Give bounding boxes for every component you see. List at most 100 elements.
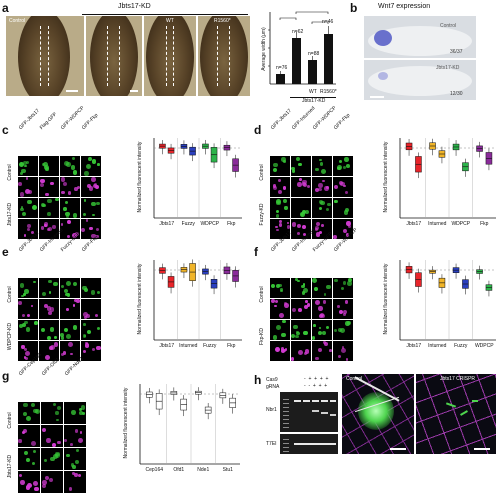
panel-a-xlabel-r1560: R1560*	[320, 89, 337, 95]
microscopy-tile	[333, 278, 353, 298]
embryo-label-r1560: R1560*	[214, 18, 231, 24]
panel-e-plot-group-label: Inturned	[179, 343, 198, 349]
microscopy-tile	[39, 341, 59, 361]
panel-c-col-label: GFP-Fkp	[80, 112, 100, 131]
panel-c-col-label: Flag-GFP	[38, 111, 59, 131]
microscopy-tile	[18, 448, 40, 470]
panel-a-ylabel: Average width (μm)	[261, 27, 267, 71]
wnt7-count-control: 36/37	[450, 49, 463, 55]
panel-f-plot-group-label: Fuzzy	[454, 343, 468, 349]
microscopy-tile	[60, 156, 80, 176]
microscopy-tile	[333, 156, 353, 176]
microscopy-tile	[312, 299, 332, 319]
crispr-label-control: Control	[346, 376, 363, 382]
microscopy-tile	[39, 299, 59, 319]
microscopy-tile	[81, 278, 101, 298]
microscopy-tile	[64, 402, 86, 424]
microscopy-tile	[64, 448, 86, 470]
embryo-image-wt: WT	[144, 16, 196, 96]
panel-g-box-plot	[139, 384, 240, 465]
panel-e-row-label: WDPCP-KD	[7, 322, 13, 351]
microscopy-tile	[291, 278, 311, 298]
panel-e-plot-group-label: Fkp	[227, 343, 236, 349]
gel-signs-grna: - - + + +	[304, 383, 328, 389]
panel-e-row-label: Control	[7, 286, 13, 303]
panel-c-plot-group-label: Fkp	[227, 221, 236, 227]
panel-g-row-label: Control	[7, 412, 13, 429]
panel-e-plot-group-label: Jbts17	[159, 343, 175, 349]
microscopy-tile	[39, 177, 59, 197]
bar-kd	[292, 38, 301, 84]
microscopy-tile	[41, 402, 63, 424]
panel-d-plot-group-label: WDPCP	[451, 221, 471, 227]
panel-f-row-label: Fkp-KD	[259, 328, 265, 345]
gel-label-grna: gRNA	[266, 384, 280, 390]
panel-b-title: Wnt7 expression	[378, 3, 431, 10]
embryo-label-wt: WT	[166, 18, 174, 24]
gel-nbr1	[280, 392, 338, 432]
crispr-image-kd: Jbts17 CRISPR	[416, 374, 496, 454]
panel-f-box-plot	[399, 260, 496, 341]
microscopy-tile	[18, 177, 38, 197]
microscopy-tile	[291, 299, 311, 319]
panel-d-box-plot	[399, 138, 496, 219]
microscopy-tile	[18, 219, 38, 239]
gel-label-cas9: Cas9	[266, 377, 278, 383]
panel-e-label: e	[2, 245, 9, 259]
wnt7-image-kd: Jbts17-KD 12/30	[364, 60, 476, 100]
panel-a-xlabel-wt: WT	[309, 89, 317, 95]
microscopy-tile	[81, 177, 101, 197]
panel-c-plot-group-label: WDPCP	[200, 221, 220, 227]
microscopy-tile	[81, 320, 101, 340]
microscopy-tile	[39, 320, 59, 340]
panel-d-row-label: Control	[259, 164, 265, 181]
microscopy-tile	[291, 177, 311, 197]
panel-a-label: a	[2, 1, 9, 15]
panel-f-plot-group-label: Jbts17	[406, 343, 422, 349]
microscopy-tile	[60, 299, 80, 319]
microscopy-tile	[312, 219, 332, 239]
microscopy-tile	[18, 320, 38, 340]
gel-signs-cas9: - + + + +	[304, 376, 329, 382]
microscopy-tile	[333, 219, 353, 239]
panel-a-title: Jbts17-KD	[118, 3, 151, 10]
panel-d-plot-group-label: Jbts17	[406, 221, 422, 227]
microscopy-tile	[333, 177, 353, 197]
panel-c-row-label: Control	[7, 164, 13, 181]
panel-d-label: d	[254, 123, 262, 137]
panel-e-plot-ylabel: Normalized fluorescent intensity	[137, 263, 143, 335]
microscopy-tile	[39, 278, 59, 298]
panel-c-plot-group-label: Fuzzy	[181, 221, 195, 227]
panel-f-plot-group-label: Inturned	[428, 343, 447, 349]
crispr-image-control: Control	[342, 374, 414, 454]
microscopy-tile	[270, 299, 290, 319]
microscopy-tile	[18, 471, 40, 493]
microscopy-tile	[291, 320, 311, 340]
panel-a-group-bar	[290, 97, 336, 98]
microscopy-tile	[312, 156, 332, 176]
panel-d-plot-ylabel: Normalized fluorescent intensity	[383, 141, 389, 213]
panel-c-label: c	[2, 123, 9, 137]
microscopy-tile	[312, 278, 332, 298]
microscopy-tile	[41, 425, 63, 447]
microscopy-tile	[18, 156, 38, 176]
panel-c-box-plot	[153, 138, 242, 219]
panel-e-box-plot	[153, 259, 242, 341]
bar-wt	[308, 60, 317, 84]
microscopy-tile	[270, 341, 290, 361]
panel-d-row-label: Fuzzy-KD	[259, 203, 265, 226]
microscopy-tile	[333, 320, 353, 340]
panel-g-plot-group-label: Cep164	[145, 467, 163, 473]
panel-a-title-bar	[82, 14, 248, 15]
wnt7-image-control: Control 36/37	[364, 16, 476, 58]
microscopy-tile	[60, 320, 80, 340]
microscopy-tile	[81, 219, 101, 239]
bar-r1560	[324, 34, 333, 84]
microscopy-tile	[81, 299, 101, 319]
panel-f-label: f	[254, 245, 258, 259]
microscopy-tile	[270, 156, 290, 176]
microscopy-tile	[270, 278, 290, 298]
bar-control	[276, 74, 285, 84]
microscopy-tile	[270, 320, 290, 340]
microscopy-tile	[81, 156, 101, 176]
